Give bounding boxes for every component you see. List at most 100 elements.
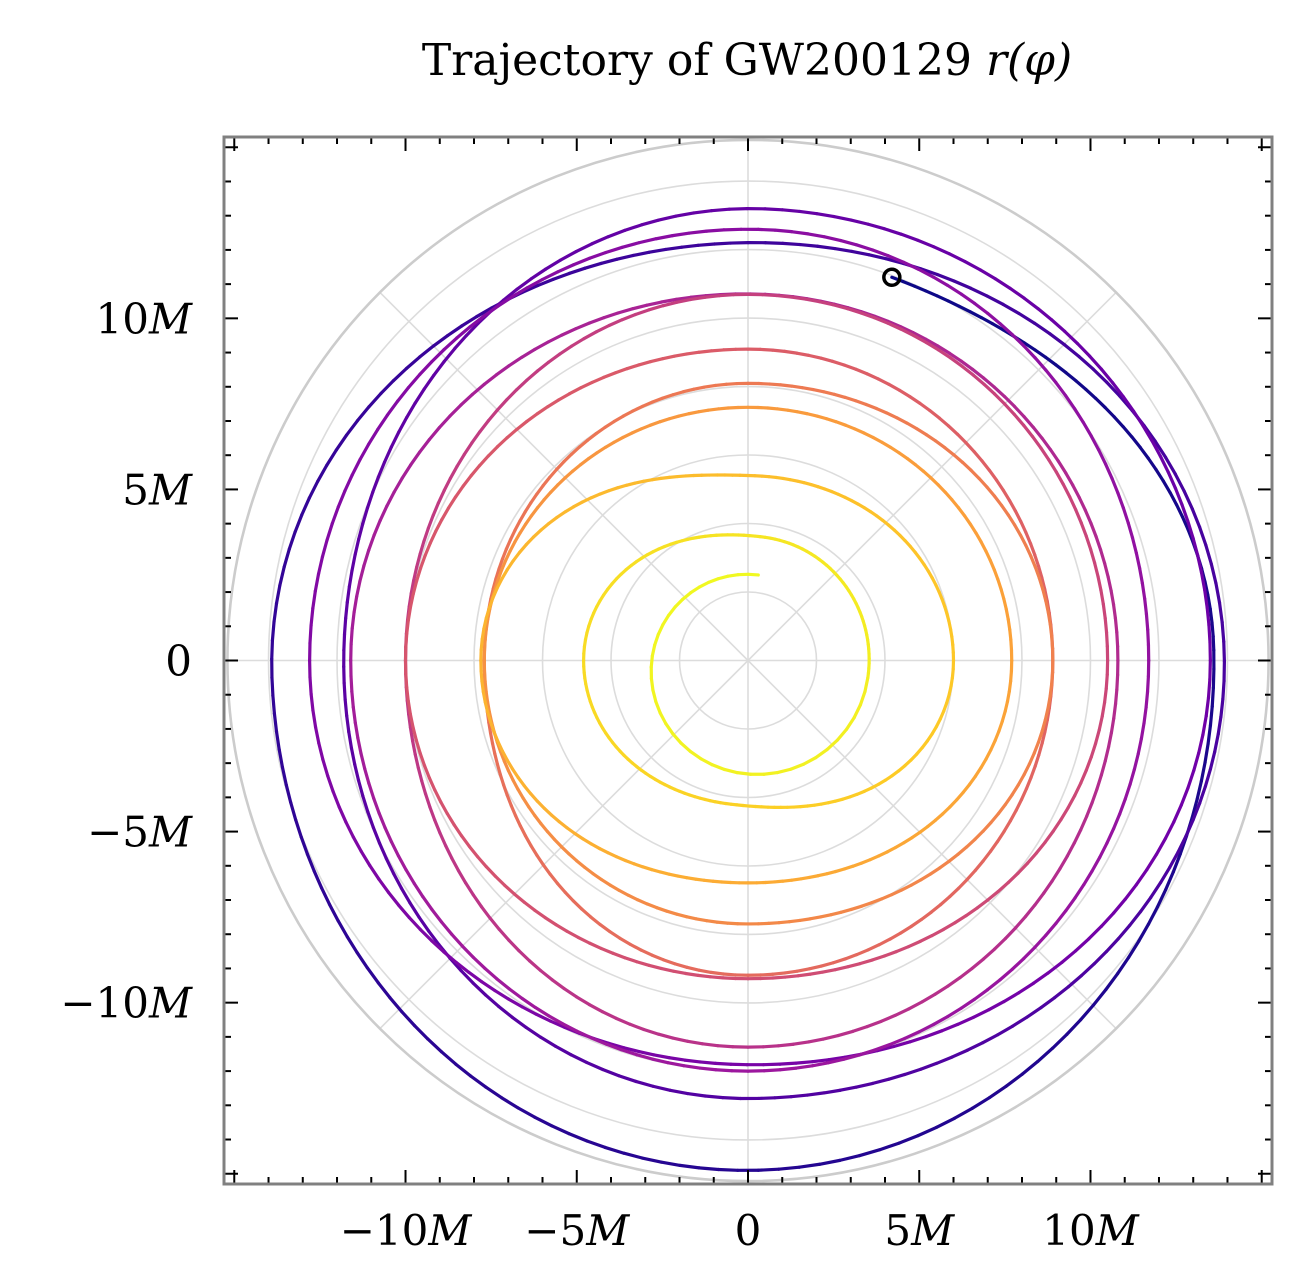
trajectory-segment [725, 921, 740, 926]
trajectory-segment [493, 577, 500, 591]
trajectory-segment [589, 1036, 608, 1046]
trajectory-segment [504, 549, 512, 562]
trajectory-segment [355, 579, 362, 599]
trajectory-segment [815, 414, 829, 421]
trajectory-segment [1213, 732, 1220, 754]
trajectory-segment [918, 267, 939, 277]
trajectory-segment [1098, 548, 1107, 565]
trajectory-segment [1221, 679, 1226, 701]
trajectory-segment [574, 242, 594, 254]
trajectory-segment [356, 736, 363, 755]
trajectory-segment [1150, 439, 1163, 458]
trajectory-segment [350, 553, 357, 573]
trajectory-segment [559, 249, 578, 262]
trajectory-segment [933, 812, 945, 822]
trajectory-segment [818, 1158, 842, 1166]
trajectory-segment [520, 347, 537, 359]
trajectory-segment [563, 469, 575, 480]
trajectory-segment [1033, 891, 1046, 907]
trajectory-segment [376, 460, 387, 479]
trajectory-segment [1089, 547, 1097, 565]
trajectory-segment [979, 757, 988, 770]
trajectory-segment [565, 826, 577, 836]
trajectory-segment [882, 949, 899, 958]
trajectory-segment [498, 772, 506, 787]
trajectory-segment [602, 311, 620, 320]
trajectory-segment [1109, 716, 1116, 735]
trajectory-segment [351, 705, 357, 725]
trajectory-segment [633, 308, 651, 317]
trajectory-segment [637, 237, 658, 245]
trajectory-segment [556, 392, 572, 402]
trajectory-segment [392, 476, 404, 494]
trajectory-segment [703, 1094, 725, 1100]
trajectory-segment [349, 674, 354, 694]
trajectory-segment [555, 881, 567, 894]
trajectory-segment [571, 899, 584, 911]
trajectory-segment [890, 275, 905, 284]
trajectory-segment [721, 1096, 743, 1101]
trajectory-line [270, 207, 1227, 1172]
trajectory-segment [919, 1061, 939, 1071]
trajectory-segment [557, 820, 569, 830]
trajectory-segment [1012, 412, 1026, 427]
trajectory-segment [1216, 715, 1223, 736]
trajectory-segment [1013, 509, 1023, 524]
trajectory-segment [826, 1057, 846, 1065]
trajectory-segment [351, 835, 363, 853]
trajectory-segment [956, 845, 969, 856]
trajectory-segment [491, 577, 498, 591]
trajectory-segment [493, 752, 500, 766]
trajectory-segment [843, 395, 858, 403]
trajectory-segment [1097, 448, 1108, 466]
trajectory-segment [834, 420, 848, 427]
trajectory-segment [952, 279, 973, 290]
trajectory-segment [968, 310, 983, 320]
trajectory-segment [999, 503, 1010, 517]
trajectory-segment [865, 1019, 883, 1029]
trajectory-segment [819, 356, 835, 363]
trajectory-segment [336, 489, 347, 509]
trajectory-segment [1144, 690, 1150, 710]
trajectory-segment [1004, 1072, 1024, 1088]
trajectory-segment [724, 381, 739, 386]
trajectory-segment [822, 235, 843, 243]
trajectory-segment [319, 886, 332, 907]
trajectory-segment [985, 978, 1002, 992]
trajectory-segment [601, 1067, 621, 1078]
trajectory-segment [1010, 956, 1026, 972]
trajectory-segment [825, 738, 839, 752]
trajectory-segment [573, 321, 592, 331]
trajectory-segment [852, 703, 863, 720]
trajectory-segment [1006, 513, 1017, 527]
trajectory-segment [1104, 630, 1109, 648]
trajectory-segment [1043, 829, 1055, 844]
trajectory-segment [650, 953, 666, 962]
trajectory-segment [1031, 425, 1044, 440]
trajectory-segment [817, 300, 836, 307]
trajectory-segment [1104, 972, 1120, 992]
trajectory-segment [797, 1162, 822, 1169]
trajectory-segment [274, 729, 281, 751]
trajectory-segment [439, 920, 454, 936]
trajectory-segment [572, 500, 584, 509]
trajectory-segment [1143, 597, 1149, 616]
trajectory-segment [858, 1148, 882, 1158]
trajectory-segment [815, 244, 837, 251]
trajectory-segment [1054, 380, 1068, 398]
trajectory-segment [1066, 974, 1084, 989]
trajectory-segment [1103, 405, 1116, 419]
trajectory-segment [544, 258, 563, 271]
trajectory-segment [685, 965, 701, 972]
trajectory-segment [650, 396, 665, 404]
trajectory-segment [970, 1096, 991, 1110]
trajectory-segment [321, 758, 330, 778]
trajectory-segment [464, 321, 480, 338]
trajectory-segment [945, 283, 963, 296]
trajectory-segment [838, 1153, 862, 1162]
x-tick-label: 10M [1042, 1206, 1139, 1255]
trajectory-segment [391, 366, 409, 383]
trajectory-segment [1197, 732, 1205, 755]
trajectory-segment [599, 257, 619, 266]
trajectory-segment [1020, 1059, 1040, 1076]
